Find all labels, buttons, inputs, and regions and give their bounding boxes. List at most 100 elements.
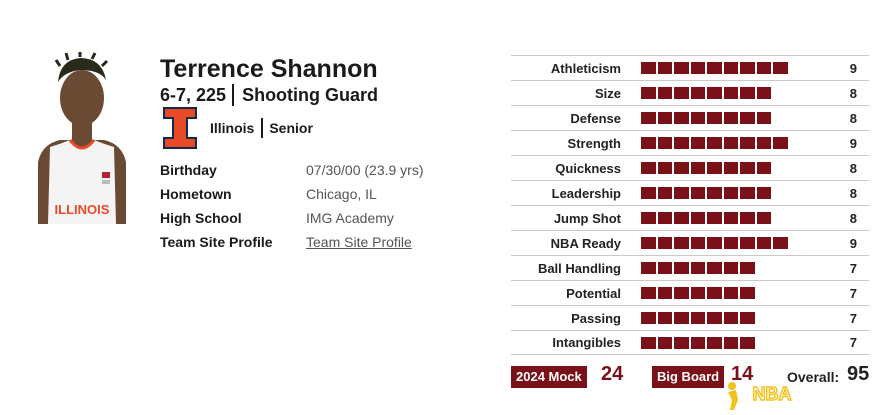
- info-value: 07/30/00 (23.9 yrs): [306, 162, 424, 178]
- rating-segment: [690, 262, 705, 274]
- rating-segment: [707, 62, 722, 74]
- rating-segment: [657, 137, 672, 149]
- rating-segment: [657, 87, 672, 99]
- rating-segment: [707, 162, 722, 174]
- rating-segment: [674, 137, 689, 149]
- rating-segment: [641, 187, 656, 199]
- rating-segment: [674, 212, 689, 224]
- rating-segment: [690, 287, 705, 299]
- rating-bar: [641, 112, 771, 124]
- rating-segment: [756, 62, 771, 74]
- rating-value: 8: [849, 160, 857, 176]
- rating-value: 7: [849, 335, 857, 350]
- rating-segment: [723, 237, 738, 249]
- info-label: High School: [160, 210, 242, 226]
- rating-segment: [740, 162, 755, 174]
- nba-watermark-icon: NBA: [722, 378, 804, 412]
- rating-segment: [707, 187, 722, 199]
- rating-bar: [641, 162, 771, 174]
- school-row: Illinois Senior: [160, 106, 313, 150]
- player-measurements: 6-7, 225: [160, 84, 227, 105]
- rating-value: 7: [849, 285, 857, 301]
- rating-value: 9: [849, 60, 857, 76]
- rating-segment: [723, 187, 738, 199]
- rating-segment: [707, 87, 722, 99]
- rating-segment: [707, 337, 722, 349]
- rating-bar: [641, 337, 755, 349]
- rating-segment: [674, 187, 689, 199]
- rating-segment: [657, 262, 672, 274]
- mock-value: 24: [601, 363, 624, 385]
- rating-segment: [674, 337, 689, 349]
- rating-segment: [723, 312, 738, 324]
- rating-value: 8: [849, 85, 857, 101]
- rating-segment: [657, 287, 672, 299]
- rating-segment: [657, 337, 672, 349]
- rating-segment: [690, 337, 705, 349]
- rating-segment: [674, 62, 689, 74]
- info-row-birthday: Birthday 07/30/00 (23.9 yrs): [160, 158, 460, 182]
- rating-label: Jump Shot: [553, 210, 621, 226]
- rating-segment: [657, 187, 672, 199]
- rating-segment: [740, 62, 755, 74]
- rating-segment: [740, 87, 755, 99]
- rating-segment: [740, 187, 755, 199]
- rating-bar: [641, 287, 755, 299]
- rating-segment: [657, 162, 672, 174]
- rating-segment: [756, 187, 771, 199]
- rating-bar: [641, 87, 771, 99]
- info-value: IMG Academy: [306, 210, 394, 226]
- rating-row: Passing 7: [511, 305, 869, 330]
- rating-row: Jump Shot 8: [511, 205, 869, 230]
- rating-row: Ball Handling 7: [511, 255, 869, 280]
- rating-segment: [723, 212, 738, 224]
- rating-segment: [641, 62, 656, 74]
- rating-segment: [707, 137, 722, 149]
- rating-segment: [641, 262, 656, 274]
- mock-tag: 2024 Mock: [511, 366, 587, 388]
- player-school: Illinois: [210, 120, 255, 136]
- rating-row: Quickness 8: [511, 155, 869, 180]
- rating-row: Intangibles 7: [511, 330, 869, 355]
- big-board-value: 14: [731, 363, 754, 385]
- rating-label: NBA Ready: [550, 235, 621, 251]
- rating-segment: [690, 237, 705, 249]
- watermark-text: NBA: [753, 384, 792, 404]
- rating-segment: [674, 112, 689, 124]
- rating-label: Strength: [567, 135, 621, 151]
- rating-bar: [641, 137, 788, 149]
- player-name: Terrence Shannon: [160, 55, 378, 83]
- rating-segment: [740, 212, 755, 224]
- summary-bar: 2024 Mock 24 Big Board 14 Overall: 95: [511, 363, 873, 391]
- rating-segment: [657, 62, 672, 74]
- rating-segment: [723, 262, 738, 274]
- team-site-profile-link[interactable]: Team Site Profile: [306, 234, 412, 250]
- rating-segment: [690, 162, 705, 174]
- rating-segment: [707, 212, 722, 224]
- player-class: Senior: [269, 120, 313, 136]
- rating-bar: [641, 62, 788, 74]
- rating-segment: [641, 162, 656, 174]
- illinois-logo-icon: [160, 106, 200, 150]
- rating-segment: [723, 137, 738, 149]
- rating-label: Passing: [571, 310, 621, 326]
- rating-segment: [641, 212, 656, 224]
- rating-row: Strength 9: [511, 130, 869, 155]
- rating-segment: [674, 162, 689, 174]
- rating-segment: [773, 237, 788, 249]
- rating-segment: [641, 137, 656, 149]
- rating-bar: [641, 212, 771, 224]
- rating-label: Quickness: [555, 160, 621, 176]
- rating-segment: [723, 337, 738, 349]
- divider: [232, 84, 235, 106]
- rating-segment: [723, 87, 738, 99]
- rating-segment: [773, 137, 788, 149]
- rating-segment: [690, 137, 705, 149]
- rating-segment: [657, 312, 672, 324]
- rating-segment: [740, 137, 755, 149]
- player-position: Shooting Guard: [242, 84, 379, 105]
- rating-segment: [723, 62, 738, 74]
- rating-segment: [707, 112, 722, 124]
- rating-label: Potential: [566, 285, 621, 301]
- info-label: Team Site Profile: [160, 234, 273, 250]
